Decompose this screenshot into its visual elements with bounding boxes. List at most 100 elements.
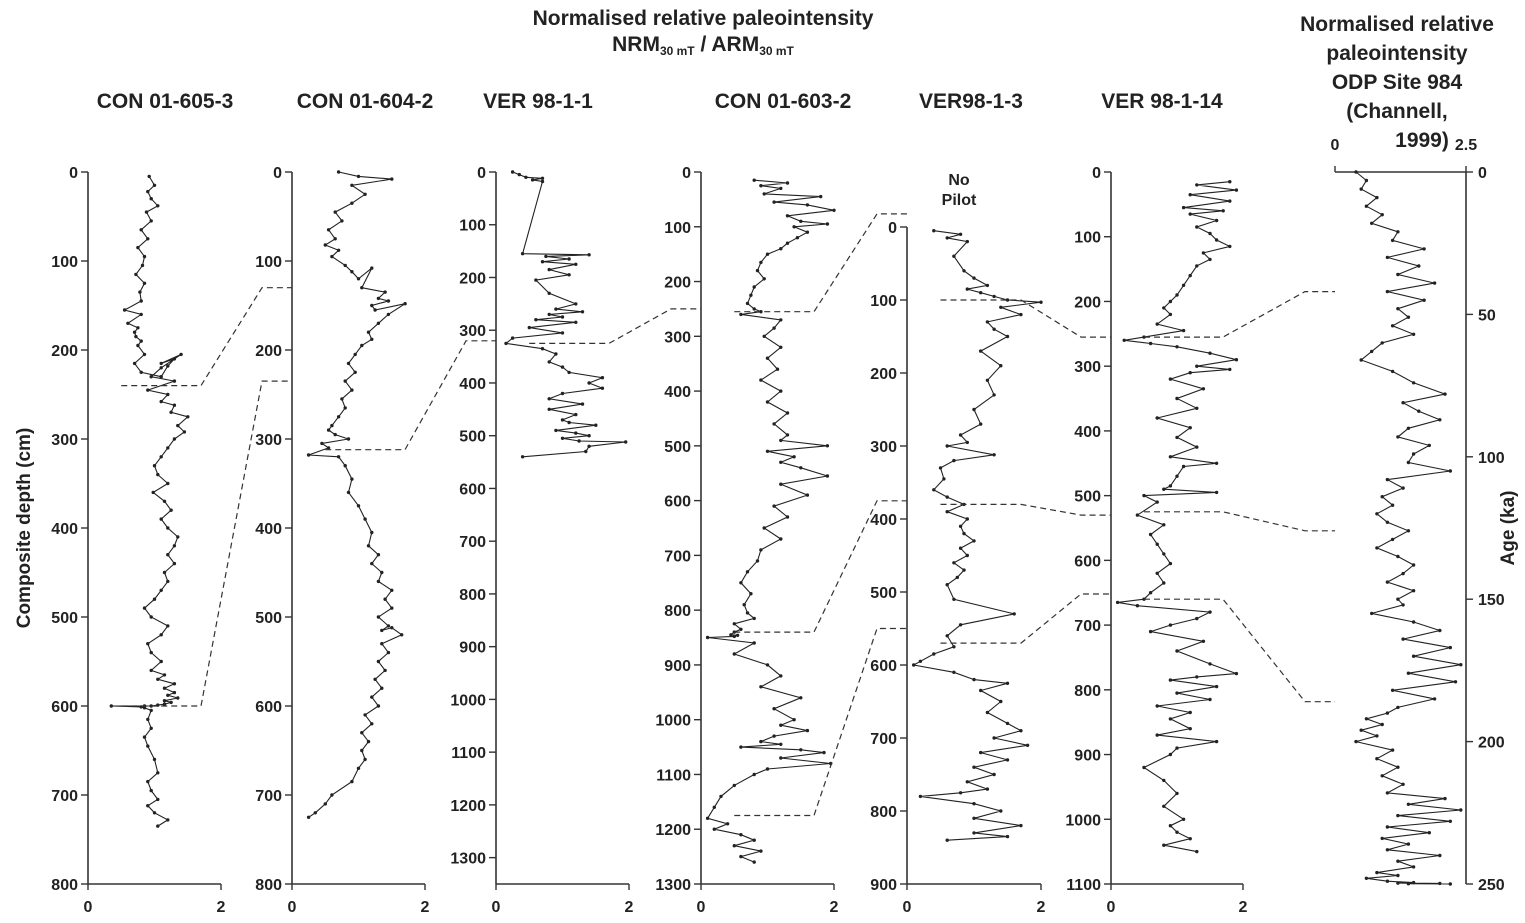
data-point xyxy=(1427,831,1432,835)
y-tick-label: 400 xyxy=(51,521,78,538)
data-point xyxy=(1195,183,1199,187)
y-tick-label: 1100 xyxy=(1066,877,1101,894)
data-point xyxy=(1401,486,1405,490)
data-point xyxy=(1188,710,1192,715)
data-point xyxy=(832,208,836,212)
data-point xyxy=(1459,808,1463,812)
data-point xyxy=(547,407,551,411)
data-point xyxy=(520,252,525,256)
data-point xyxy=(320,441,324,446)
odp-title-line: paleointensity xyxy=(1326,42,1468,65)
data-point xyxy=(560,391,565,396)
data-point xyxy=(1135,513,1140,517)
data-point xyxy=(1406,802,1411,806)
data-point xyxy=(134,334,138,339)
data-point xyxy=(534,318,538,322)
data-point xyxy=(965,517,969,521)
data-point xyxy=(1005,721,1010,726)
data-point xyxy=(380,628,384,633)
data-point xyxy=(1406,842,1411,846)
x-tick-label: 2 xyxy=(217,899,226,916)
data-point xyxy=(1012,612,1016,616)
data-point xyxy=(1208,231,1212,236)
data-point xyxy=(785,433,790,437)
data-point xyxy=(1208,697,1212,702)
data-point xyxy=(560,331,565,335)
data-point xyxy=(1162,843,1166,847)
data-point xyxy=(1195,406,1199,410)
data-point xyxy=(162,499,167,503)
data-point xyxy=(779,345,783,349)
series-line xyxy=(504,171,626,458)
data-point xyxy=(1385,520,1390,524)
data-point xyxy=(958,791,963,795)
data-point xyxy=(1411,589,1416,593)
data-point xyxy=(540,179,545,184)
data-point xyxy=(1396,272,1400,277)
data-point xyxy=(326,428,331,432)
data-point xyxy=(1385,848,1390,852)
data-point xyxy=(752,860,756,864)
data-point xyxy=(126,321,130,325)
data-point xyxy=(999,305,1003,309)
data-point xyxy=(772,326,776,330)
data-point xyxy=(1370,611,1374,616)
data-point xyxy=(1201,639,1206,643)
data-point xyxy=(752,641,756,645)
data-point xyxy=(547,360,551,364)
data-point xyxy=(1375,757,1379,761)
data-point xyxy=(932,488,936,492)
data-point xyxy=(1390,537,1395,542)
data-point xyxy=(1208,662,1212,666)
annotation-text: Pilot xyxy=(942,192,977,209)
data-point xyxy=(547,267,551,272)
data-point xyxy=(156,204,160,208)
data-point xyxy=(544,254,548,259)
data-point xyxy=(144,210,149,214)
data-point xyxy=(999,364,1003,368)
data-point xyxy=(383,668,387,673)
data-point xyxy=(159,455,163,459)
data-point xyxy=(1155,542,1159,546)
data-point xyxy=(1443,392,1447,396)
data-point xyxy=(370,695,374,699)
data-point xyxy=(166,481,170,486)
data-point xyxy=(1188,193,1192,197)
data-point xyxy=(313,811,317,815)
data-point xyxy=(176,535,180,539)
x-tick-label: 0 xyxy=(492,899,501,916)
y-tick-label: 500 xyxy=(870,585,897,602)
data-point xyxy=(945,583,949,587)
annotation-text: No xyxy=(948,172,970,189)
data-point xyxy=(340,397,344,401)
data-point xyxy=(1168,455,1173,459)
data-point xyxy=(792,225,796,229)
data-point xyxy=(799,466,803,470)
y-tick-label: 900 xyxy=(664,658,691,675)
data-point xyxy=(985,283,990,288)
data-point xyxy=(945,444,949,448)
data-point xyxy=(1168,312,1173,317)
y-tick-label: 600 xyxy=(1074,553,1101,570)
data-point xyxy=(400,633,404,637)
data-point xyxy=(560,315,565,319)
data-point xyxy=(146,717,150,722)
data-point xyxy=(363,713,367,717)
data-point xyxy=(965,287,969,291)
data-point xyxy=(159,366,163,370)
y-tick-label: 300 xyxy=(459,323,486,340)
data-point xyxy=(1443,796,1447,801)
data-point xyxy=(958,433,963,437)
data-point xyxy=(1142,765,1146,770)
data-point xyxy=(752,285,756,289)
data-point xyxy=(779,674,783,678)
y-tick-label: 900 xyxy=(459,640,486,657)
data-point xyxy=(785,214,790,218)
data-point xyxy=(1385,580,1390,584)
y-tick-label: 800 xyxy=(664,603,691,620)
data-point xyxy=(182,430,187,434)
data-point xyxy=(376,321,381,325)
data-point xyxy=(1380,836,1384,841)
data-point xyxy=(1228,180,1232,184)
